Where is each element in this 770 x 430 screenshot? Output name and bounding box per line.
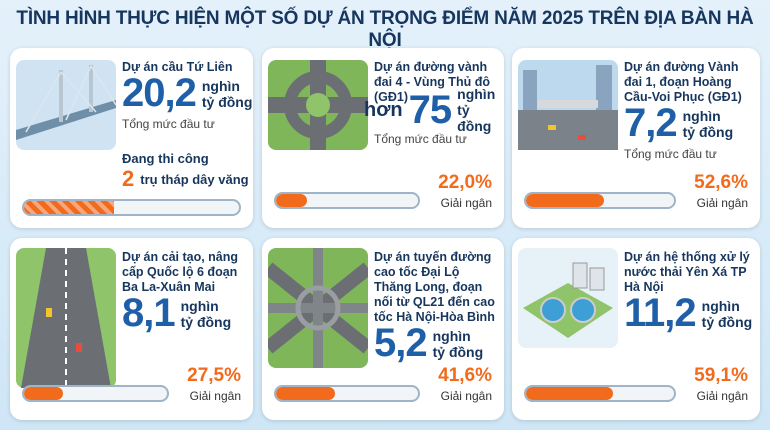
progress-track [274,192,420,209]
amount-caption: Tổng mức đầu tư [624,147,717,161]
title: TÌNH HÌNH THỰC HIỆN MỘT SỐ DỰ ÁN TRỌNG Đ… [16,8,754,51]
amount-unit: nghìn tỷ đồng [457,86,504,134]
unit-line: nghìn [457,86,496,102]
illustration [268,60,368,150]
amount-unit: nghìn tỷ đồng [683,108,734,140]
amount: 11,2 [624,291,697,335]
disbursed-label: Giải ngân [440,389,492,403]
project-name: Dự án đường Vành đai 1, đoạn Hoàng Cầu-V… [624,60,742,104]
progress-fill [526,387,614,400]
unit-line: tỷ đồng [201,93,253,110]
unit-line: nghìn [701,297,740,314]
amount: 8,1 [122,291,176,335]
amount-caption: Tổng mức đầu tư [374,132,467,146]
unit-line: tỷ đồng [180,313,232,330]
illustration [16,60,116,150]
status: Đang thi công [122,151,209,166]
progress-track [274,385,420,402]
project-name: Dự án hệ thống xử lý nước thải Yên Xá TP… [624,250,750,294]
amount-row: hơn 75 nghìn tỷ đồng [364,86,504,134]
unit-line: nghìn [432,327,471,344]
unit-line: nghìn [201,77,240,94]
progress-track [22,385,169,402]
disbursed-percent: 27,5% [187,365,241,386]
amount-row: 5,2 nghìn tỷ đồng [374,321,483,366]
illustration [518,60,618,150]
progress-fill [24,387,64,400]
project-card: Dự án cải tạo, nâng cấp Quốc lộ 6 đoạn B… [10,238,253,420]
amount-row: 8,1 nghìn tỷ đồng [122,291,231,336]
disbursed-label: Giải ngân [189,389,241,403]
amount-caption: Tổng mức đầu tư [122,117,215,131]
progress-track [524,192,676,209]
status-count: 2 [122,166,135,191]
illustration [518,248,618,348]
progress-fill [526,194,604,207]
progress-stripe [24,201,115,214]
project-card: Dự án tuyến đường cao tốc Đại Lộ Thăng L… [262,238,504,420]
amount-unit: nghìn tỷ đồng [702,298,753,330]
progress-track [22,199,241,216]
unit-line: tỷ đồng [701,313,753,330]
project-card: Dự án đường vành đai 4 - Vùng Thủ đô (GĐ… [262,48,504,228]
disbursed-label: Giải ngân [696,389,748,403]
illustration [268,248,368,368]
disbursed-percent: 52,6% [694,172,748,193]
amount: 7,2 [624,101,678,145]
amount-row: 11,2 nghìn tỷ đồng [624,291,752,336]
project-name: Dự án cải tạo, nâng cấp Quốc lộ 6 đoạn B… [122,250,239,294]
amount-unit: nghìn tỷ đồng [433,328,484,360]
amount-unit: nghìn tỷ đồng [181,298,232,330]
disbursed-label: Giải ngân [440,196,492,210]
unit-line: tỷ đồng [432,343,484,360]
project-card: Dự án hệ thống xử lý nước thải Yên Xá TP… [512,238,760,420]
project-card: Dự án đường Vành đai 1, đoạn Hoàng Cầu-V… [512,48,760,228]
progress-fill [276,387,336,400]
unit-line: tỷ đồng [682,123,734,140]
amount: 75 [408,87,452,132]
project-name: Dự án tuyến đường cao tốc Đại Lộ Thăng L… [374,250,495,324]
status-text: trụ tháp dây văng [140,171,249,187]
project-name: Dự án đường vành đai 4 - Vùng Thủ đô (GĐ… [374,60,490,104]
project-card: Dự án cầu Tứ Liên 20,2 nghìn tỷ đồng Tổng mứ… [10,48,253,228]
disbursed-percent: 41,6% [438,365,492,386]
disbursed-label: Giải ngân [696,196,748,210]
amount-row: 7,2 nghìn tỷ đồng [624,101,733,146]
progress-fill [276,194,308,207]
disbursed-percent: 22,0% [438,172,492,193]
amount-unit: nghìn tỷ đồng [202,78,253,110]
disbursed-percent: 59,1% [694,365,748,386]
unit-line: nghìn [682,107,721,124]
status-row: 2 trụ tháp dây văng [122,166,249,192]
illustration [16,248,116,388]
amount: 20,2 [122,71,197,115]
project-name: Dự án cầu Tứ Liên [122,60,233,74]
progress-track [524,385,676,402]
unit-line: tỷ đồng [457,102,492,134]
amount-row: 20,2 nghìn tỷ đồng [122,71,252,116]
unit-line: nghìn [180,297,219,314]
amount-prefix: hơn [364,98,403,121]
amount: 5,2 [374,321,428,365]
